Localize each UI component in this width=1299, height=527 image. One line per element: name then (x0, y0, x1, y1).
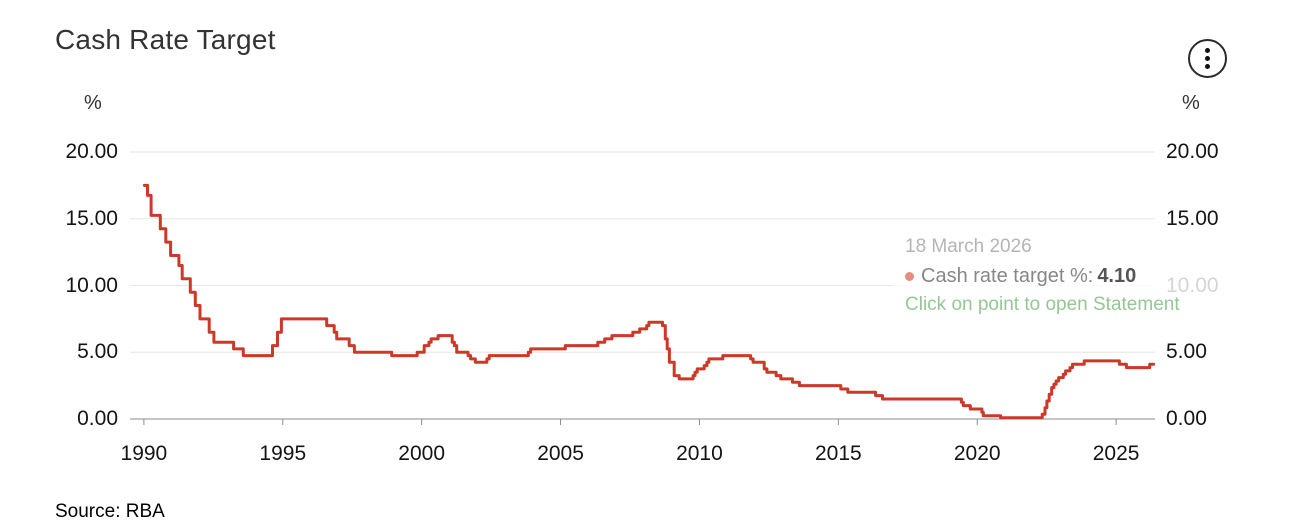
circle-dot-icon (905, 272, 914, 281)
tooltip-date: 18 March 2026 (905, 236, 1032, 257)
x-axis-label: 2025 (1092, 442, 1140, 465)
y-axis-label-right: 5.00 (1166, 340, 1207, 364)
y-axis-label-right: 0.00 (1166, 407, 1207, 430)
y-axis-label-left: 20.00 (65, 140, 118, 163)
y-axis-unit-right: % (1182, 92, 1200, 114)
y-axis-label-left: 10.00 (65, 273, 118, 297)
source-attribution: Source: RBA (55, 501, 165, 522)
x-axis-label: 1995 (259, 442, 307, 465)
x-axis-label: 2010 (676, 442, 723, 465)
x-axis-label: 2000 (398, 442, 446, 465)
y-axis-unit-left: % (84, 92, 102, 114)
chart-context-menu-button[interactable] (1188, 39, 1227, 78)
cash-rate-series-line[interactable] (142, 183, 1156, 420)
x-axis-label: 2020 (953, 442, 1001, 465)
x-axis-label: 2015 (814, 442, 862, 465)
x-axis-label: 1990 (120, 442, 168, 465)
y-axis-label-right: 20.00 (1166, 140, 1219, 163)
tooltip-series-label: Cash rate target %: (921, 265, 1094, 287)
y-axis-label-left: 5.00 (77, 340, 118, 364)
tooltip-value: 4.10 (1097, 265, 1137, 287)
tooltip-series-row: Cash rate target %: 4.10 (905, 265, 1229, 288)
x-axis-label: 2005 (537, 442, 584, 465)
tooltip-hint: Click on point to open Statement (905, 294, 1180, 315)
kebab-menu-icon (1205, 56, 1210, 61)
y-axis-label-left: 15.00 (65, 206, 118, 230)
y-axis-label-left: 0.00 (77, 407, 118, 430)
chart-tooltip: 18 March 2026 Cash rate target %: 4.10 Cl… (893, 226, 1241, 326)
y-axis-label-right: 15.00 (1166, 206, 1219, 230)
page-title: Cash Rate Target (55, 24, 276, 55)
